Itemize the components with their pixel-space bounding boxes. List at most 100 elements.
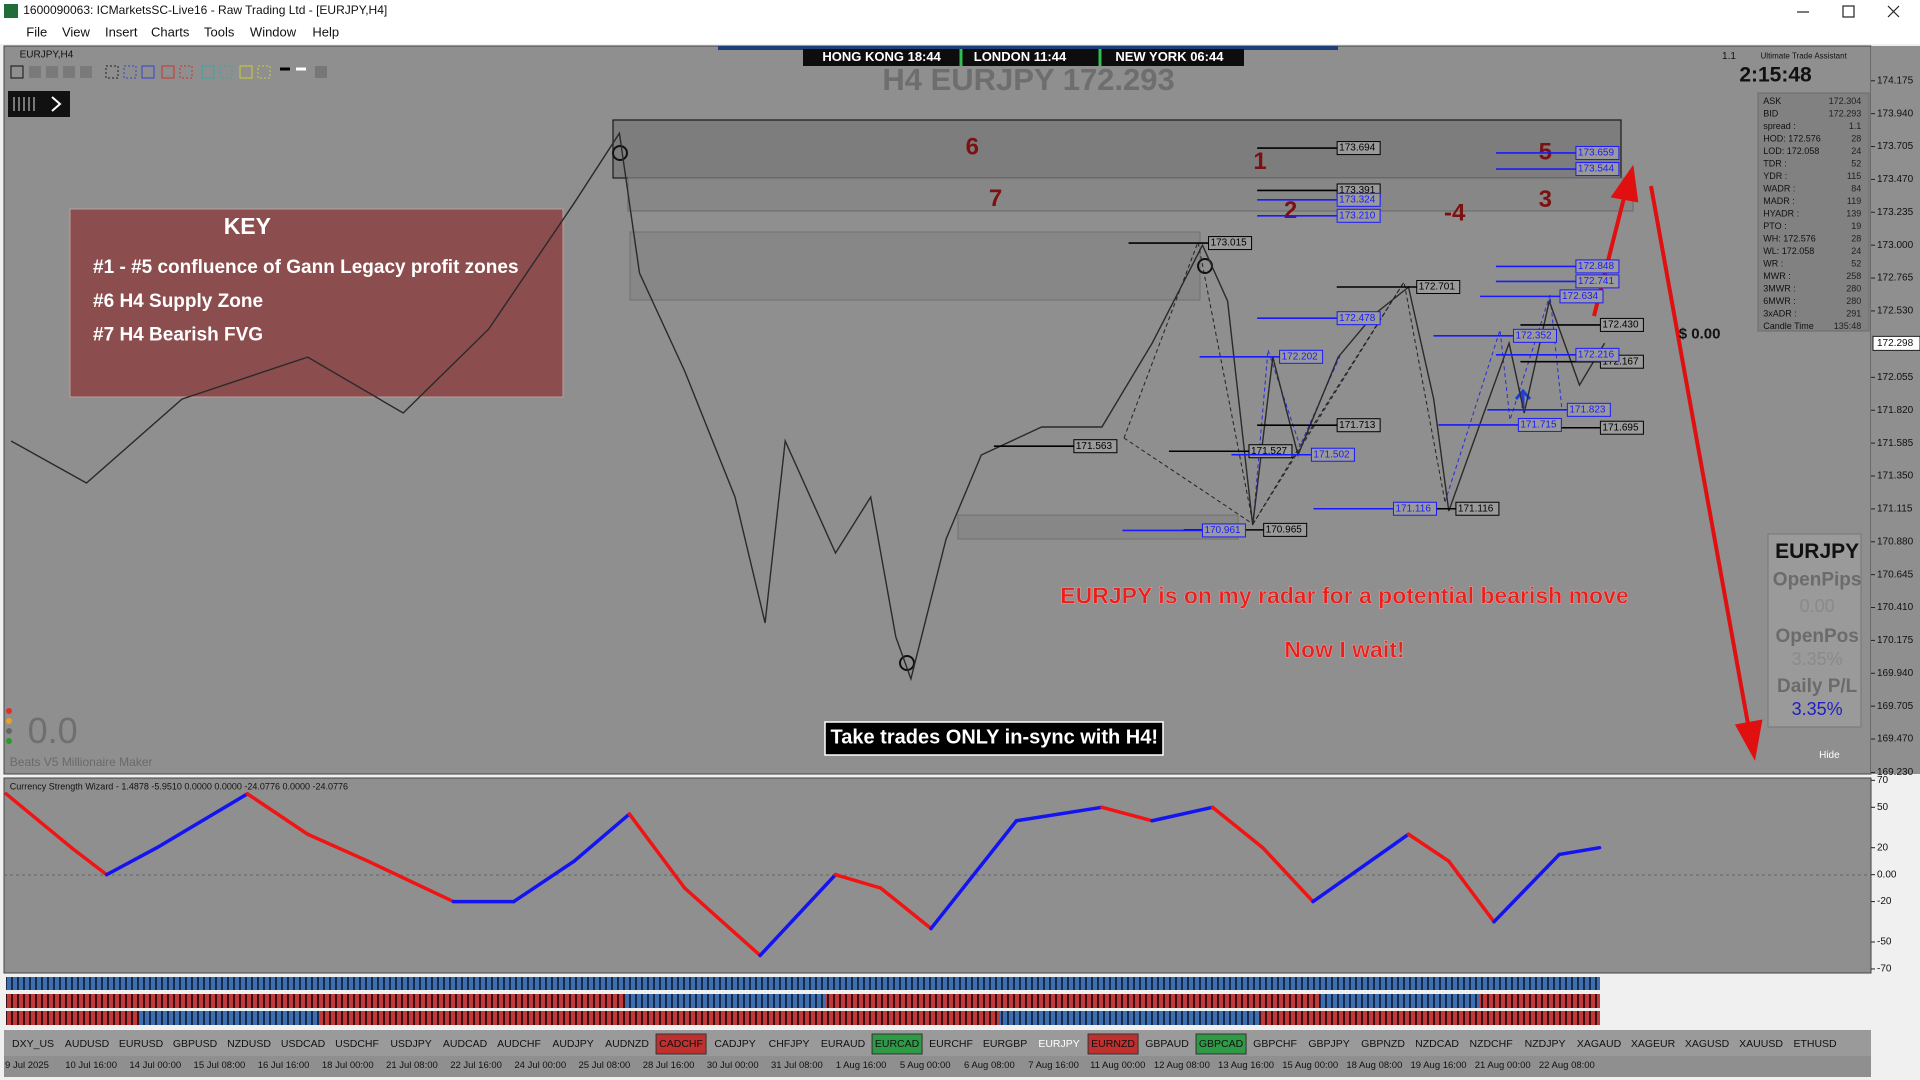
price-box-label: 172.701 bbox=[1419, 282, 1456, 293]
price-axis bbox=[1871, 46, 1920, 774]
menu-item[interactable]: Help bbox=[312, 24, 339, 39]
menu-item[interactable]: Insert bbox=[105, 24, 138, 39]
symbol-tab[interactable]: USDCAD bbox=[281, 1038, 326, 1050]
price-box bbox=[1310, 447, 1355, 462]
stat-label: 3MWR : bbox=[1763, 283, 1796, 293]
symbol-tab[interactable]: GBPNZD bbox=[1361, 1038, 1405, 1050]
symbol-tab[interactable]: GBPAUD bbox=[1145, 1038, 1189, 1050]
symbol-tab[interactable]: CADJPY bbox=[714, 1038, 755, 1050]
y-tick-label: 169.940 bbox=[1877, 668, 1914, 679]
symbol-tab[interactable]: NZDJPY bbox=[1525, 1038, 1566, 1050]
symbol-tab[interactable]: USDCHF bbox=[335, 1038, 379, 1050]
strength-line bbox=[572, 812, 632, 863]
stat-label: WH: 172.576 bbox=[1763, 233, 1816, 243]
symbol-tab-bg[interactable] bbox=[1087, 1033, 1139, 1055]
symbol-tab-bg[interactable] bbox=[871, 1033, 923, 1055]
stat-value: 291 bbox=[1846, 308, 1861, 318]
symbol-tab[interactable]: NZDCHF bbox=[1469, 1038, 1512, 1050]
symbol-tab[interactable]: EURJPY bbox=[1038, 1038, 1079, 1050]
symbol-tab[interactable]: NZDCAD bbox=[1415, 1038, 1459, 1050]
symbol-tab[interactable]: EURCAD bbox=[875, 1038, 920, 1050]
price-box-label: 173.694 bbox=[1339, 143, 1376, 154]
fvg-zone bbox=[627, 177, 1634, 212]
symbol-tab-bg[interactable] bbox=[655, 1033, 707, 1055]
price-box bbox=[1392, 501, 1437, 516]
strength-line bbox=[305, 832, 370, 863]
stat-label: WR : bbox=[1763, 258, 1783, 268]
price-box-label: 173.324 bbox=[1339, 194, 1376, 205]
strength-line bbox=[758, 872, 838, 958]
x-tick-label: 31 Jul 08:00 bbox=[771, 1060, 823, 1071]
zone-label: 1 bbox=[1253, 148, 1266, 175]
price-box bbox=[1599, 317, 1644, 332]
symbol-tab[interactable]: CHFJPY bbox=[769, 1038, 810, 1050]
symbol-tab[interactable]: XAGEUR bbox=[1631, 1038, 1676, 1050]
stat-value: 28 bbox=[1851, 133, 1861, 143]
strength-line bbox=[4, 792, 74, 850]
symbol-tab[interactable]: GBPJPY bbox=[1308, 1038, 1349, 1050]
symbol-tab[interactable]: GBPCHF bbox=[1253, 1038, 1297, 1050]
price-box bbox=[1416, 279, 1461, 294]
stat-label: WL: 172.058 bbox=[1763, 246, 1814, 256]
pl-panel bbox=[1767, 533, 1862, 728]
pl-value: 0.0 bbox=[28, 710, 78, 751]
indicator-label: Currency Strength Wizard - 1.4878 -5.951… bbox=[10, 782, 348, 792]
symbol-tab[interactable]: NZDUSD bbox=[227, 1038, 271, 1050]
y-tick-label: 169.230 bbox=[1877, 767, 1914, 778]
stat-label: TDR : bbox=[1763, 158, 1787, 168]
symbol-tab[interactable]: EURUSD bbox=[119, 1038, 164, 1050]
symbol-tab[interactable]: EURCHF bbox=[929, 1038, 973, 1050]
symbol-tab[interactable]: XAUUSD bbox=[1739, 1038, 1783, 1050]
x-tick-label: 12 Aug 08:00 bbox=[1154, 1060, 1210, 1071]
menu-item[interactable]: Tools bbox=[204, 24, 235, 39]
symbol-tab[interactable]: AUDNZD bbox=[605, 1038, 649, 1050]
menu-item[interactable]: Window bbox=[250, 24, 297, 39]
symbol-tab[interactable]: XAGUSD bbox=[1685, 1038, 1730, 1050]
gray-zone bbox=[957, 514, 1239, 540]
session-clock: HONG KONG 18:44 bbox=[822, 49, 941, 64]
y-tick-label: 172.530 bbox=[1877, 306, 1914, 317]
symbol-tab[interactable]: EURGBP bbox=[983, 1038, 1027, 1050]
symbol-tab[interactable]: AUDCAD bbox=[443, 1038, 488, 1050]
symbol-tab[interactable]: AUDJPY bbox=[552, 1038, 593, 1050]
price-box-label: 171.715 bbox=[1520, 420, 1557, 431]
strength-line bbox=[627, 812, 687, 890]
x-tick-label: 25 Jul 08:00 bbox=[579, 1060, 631, 1071]
symbol-tab[interactable]: AUDCHF bbox=[497, 1038, 541, 1050]
y-tick-label: 173.000 bbox=[1877, 240, 1914, 251]
menu-item[interactable]: File bbox=[26, 24, 47, 39]
price-box-label: 171.695 bbox=[1602, 422, 1639, 433]
window-controls[interactable] bbox=[1797, 5, 1900, 18]
price-box bbox=[1073, 439, 1118, 454]
symbol-tab[interactable]: GBPCAD bbox=[1199, 1038, 1244, 1050]
strength-line bbox=[878, 886, 933, 931]
symbol-tab[interactable]: ETHUSD bbox=[1793, 1038, 1837, 1050]
y-tick-label: 172.055 bbox=[1877, 372, 1914, 383]
price-box-label: 171.502 bbox=[1313, 449, 1350, 460]
zone-label: 2 bbox=[1284, 197, 1297, 224]
drawing-toolbar[interactable] bbox=[8, 65, 327, 117]
symbol-tab[interactable]: GBPUSD bbox=[173, 1038, 218, 1050]
symbol-tab[interactable]: EURNZD bbox=[1091, 1038, 1135, 1050]
symbol-tab[interactable]: CADCHF bbox=[659, 1038, 703, 1050]
price-box bbox=[1336, 192, 1381, 207]
symbol-tab-bg[interactable] bbox=[1195, 1033, 1247, 1055]
symbol-tab[interactable]: XAGAUD bbox=[1577, 1038, 1622, 1050]
symbol-tab[interactable]: EURAUD bbox=[821, 1038, 866, 1050]
hide-button[interactable]: Hide bbox=[1819, 750, 1840, 761]
symbol-tab[interactable]: DXY_US bbox=[12, 1038, 54, 1050]
stat-label: HYADR : bbox=[1763, 208, 1799, 218]
strength-row bbox=[1000, 1011, 1260, 1025]
symbol-tab[interactable]: AUDUSD bbox=[65, 1038, 110, 1050]
stat-value: 258 bbox=[1846, 271, 1861, 281]
menu-item[interactable]: View bbox=[62, 24, 91, 39]
menu-item[interactable]: Charts bbox=[151, 24, 190, 39]
stat-label: YDR : bbox=[1763, 171, 1787, 181]
symbol-tab[interactable]: USDJPY bbox=[390, 1038, 431, 1050]
current-price-label: 172.298 bbox=[1877, 338, 1914, 349]
stat-label: LOD: 172.058 bbox=[1763, 146, 1819, 156]
zone-label: 6 bbox=[966, 134, 979, 161]
price-box bbox=[1575, 274, 1620, 289]
price-box-label: 171.563 bbox=[1076, 441, 1113, 452]
